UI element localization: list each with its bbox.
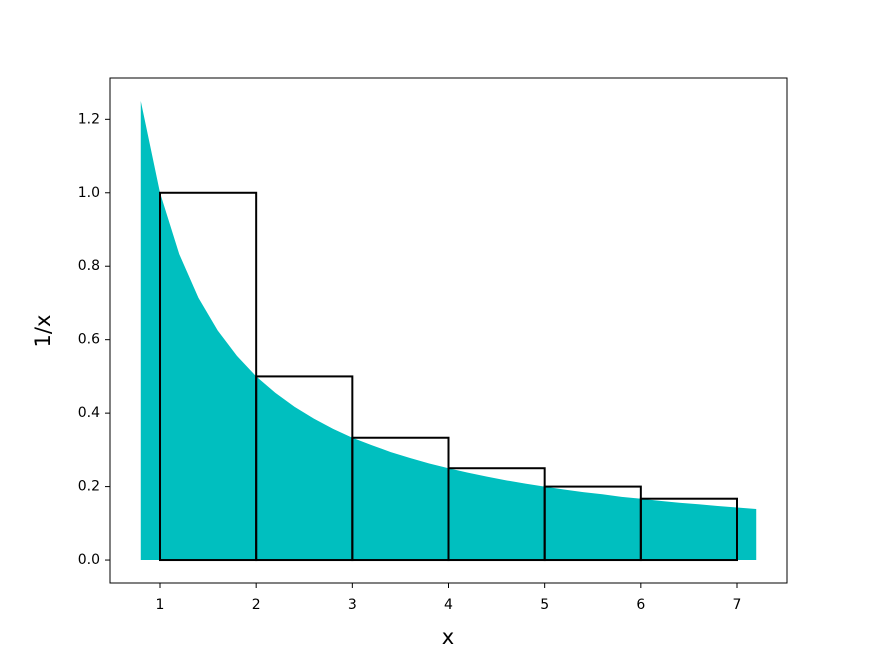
area: [140, 100, 757, 561]
y-tick-label: 1.0: [78, 185, 100, 201]
y-tick-label: 0.2: [78, 479, 100, 495]
x-tick-label: 5: [540, 597, 549, 613]
y-tick-label: 0.0: [78, 552, 100, 568]
x-tick-label: 2: [252, 597, 261, 613]
x-tick-label: 6: [636, 597, 645, 613]
x-tick-label: 1: [156, 597, 165, 613]
x-tick-label: 4: [444, 597, 453, 613]
x-tick-label: 7: [733, 597, 742, 613]
y-tick-label: 0.8: [78, 258, 100, 274]
x-axis-label: x: [442, 625, 454, 649]
x-tick-label: 3: [348, 597, 357, 613]
y-tick-label: 0.4: [78, 405, 100, 421]
y-tick-label: 0.6: [78, 332, 100, 348]
y-axis-label: 1/x: [31, 315, 55, 348]
bar: [639, 497, 738, 562]
y-tick-label: 1.2: [78, 111, 100, 127]
